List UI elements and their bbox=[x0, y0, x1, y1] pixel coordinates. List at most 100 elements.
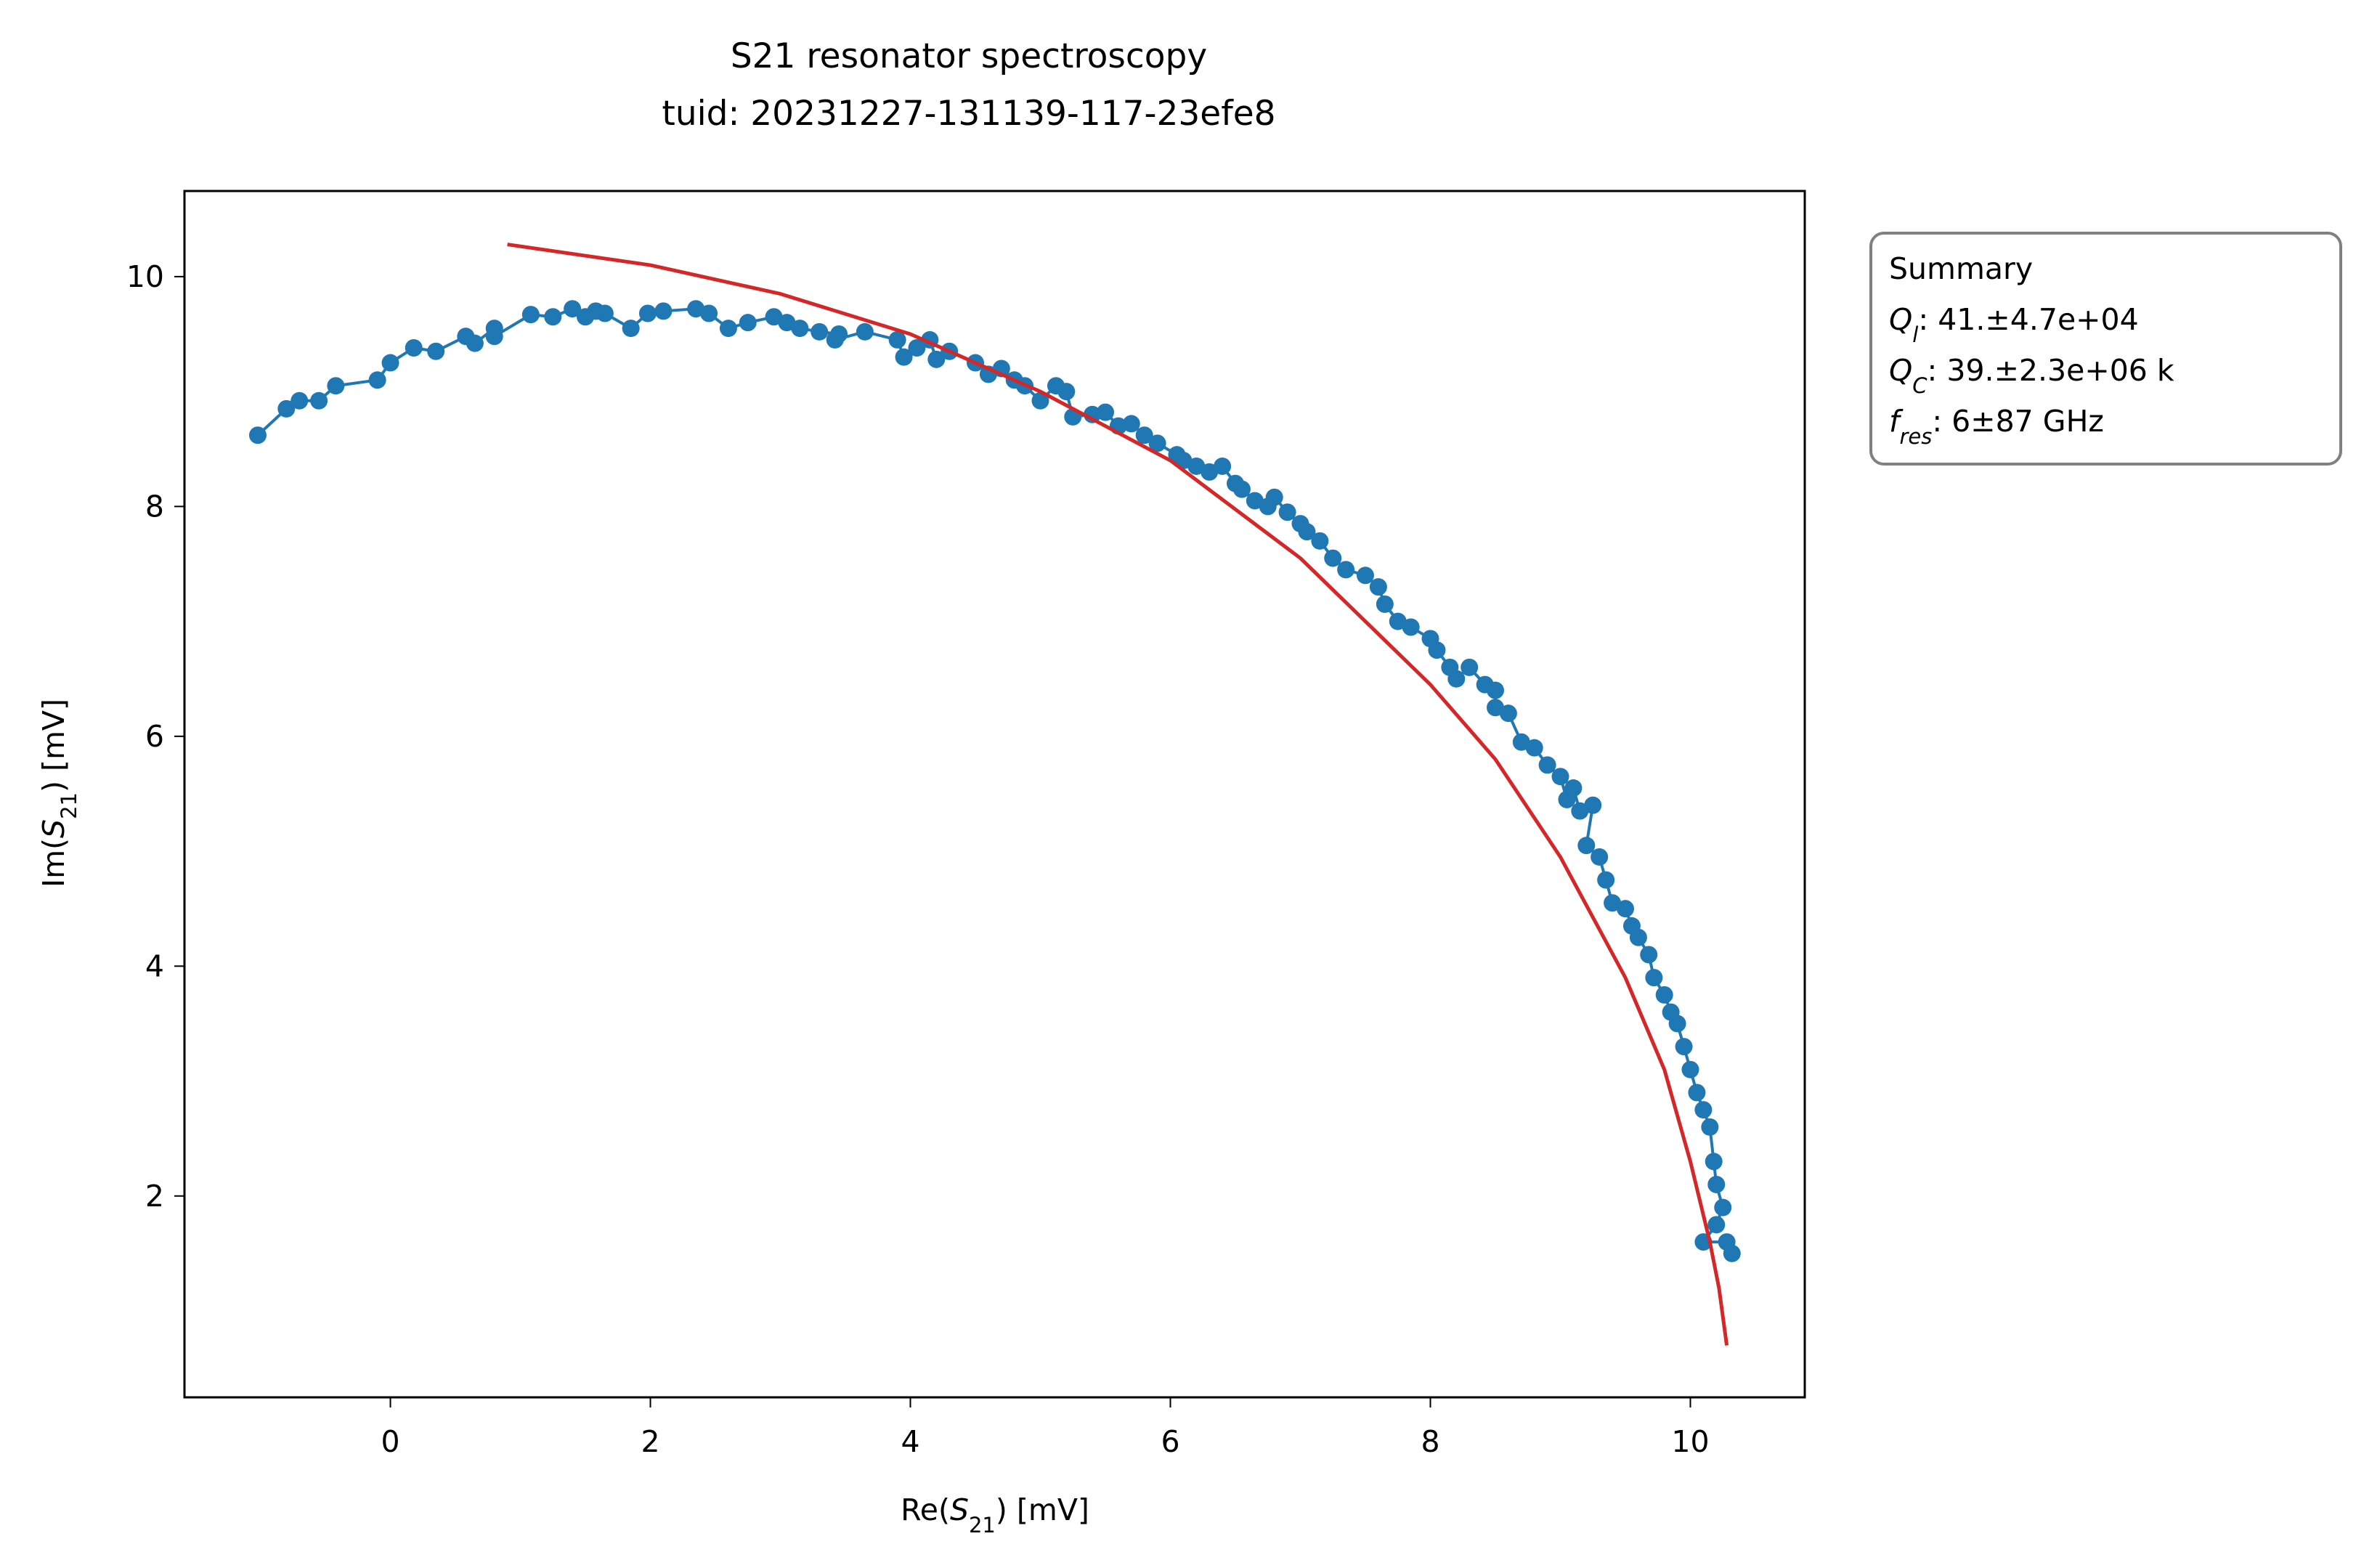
data-point bbox=[638, 304, 657, 322]
y-label-part: ) [mV] bbox=[36, 699, 71, 792]
data-point bbox=[1402, 618, 1420, 636]
data-point bbox=[1486, 699, 1504, 717]
data-point bbox=[1376, 595, 1394, 613]
data-point bbox=[1645, 969, 1663, 987]
data-point bbox=[1707, 1216, 1726, 1234]
data-point bbox=[1564, 779, 1583, 797]
data-point bbox=[1714, 1198, 1732, 1216]
data-point bbox=[1681, 1060, 1699, 1078]
x-label-part: ) [mV] bbox=[996, 1492, 1089, 1527]
data-point bbox=[908, 338, 926, 357]
data-point bbox=[1499, 704, 1517, 723]
data-point bbox=[1428, 641, 1446, 659]
data-point bbox=[622, 320, 640, 338]
summary-subscript: C bbox=[1912, 373, 1928, 398]
data-point bbox=[739, 314, 757, 332]
data-point bbox=[1278, 503, 1296, 521]
x-label-part: Re( bbox=[901, 1492, 950, 1527]
summary-symbol: Q bbox=[1889, 353, 1912, 388]
data-point bbox=[1640, 946, 1658, 964]
data-point bbox=[765, 308, 783, 326]
data-point bbox=[1057, 383, 1076, 401]
data-point bbox=[1694, 1101, 1713, 1119]
y-axis-label: Im(S21) [mV] bbox=[36, 699, 81, 887]
data-point bbox=[1246, 492, 1264, 510]
data-point bbox=[1538, 756, 1556, 774]
data-point bbox=[1707, 1175, 1726, 1193]
data-point bbox=[1591, 848, 1609, 866]
data-point bbox=[1447, 670, 1466, 688]
data-point bbox=[1148, 434, 1166, 452]
data-point bbox=[1571, 802, 1589, 820]
data-point bbox=[1369, 578, 1387, 596]
summary-text: : 41.±4.7e+04 bbox=[1918, 302, 2138, 337]
data-point bbox=[791, 320, 809, 338]
data-point bbox=[466, 334, 484, 352]
data-point bbox=[1525, 739, 1543, 757]
data-point bbox=[277, 399, 296, 418]
y-label-part: S bbox=[36, 819, 71, 838]
x-tick-label: 2 bbox=[641, 1424, 659, 1459]
x-tick-label: 10 bbox=[1671, 1424, 1709, 1459]
y-tick-label: 2 bbox=[145, 1179, 164, 1214]
summary-line: Ql: 41.±4.7e+04 bbox=[1889, 302, 2139, 347]
data-point bbox=[1584, 796, 1602, 814]
data-point bbox=[927, 350, 946, 368]
data-point bbox=[1265, 488, 1283, 506]
summary-title: Summary bbox=[1889, 251, 2033, 286]
summary-line: QC: 39.±2.3e+06 k bbox=[1889, 353, 2174, 398]
data-point bbox=[405, 338, 423, 357]
data-point bbox=[1577, 837, 1596, 855]
data-point bbox=[1616, 900, 1634, 918]
summary-symbol: Q bbox=[1889, 302, 1912, 337]
data-point bbox=[248, 426, 267, 444]
data-point bbox=[1031, 391, 1049, 410]
data-point bbox=[778, 314, 796, 332]
data-point bbox=[1668, 1015, 1686, 1033]
data-point bbox=[719, 320, 737, 338]
data-point bbox=[1551, 768, 1569, 786]
data-point bbox=[1512, 733, 1530, 751]
x-label-part: 21 bbox=[969, 1513, 996, 1537]
data-point bbox=[381, 354, 399, 372]
summary-subscript: l bbox=[1912, 322, 1918, 347]
x-axis-label: Re(S21) [mV] bbox=[901, 1492, 1089, 1537]
data-point bbox=[1135, 426, 1153, 444]
data-point bbox=[1337, 561, 1355, 579]
data-point bbox=[1723, 1244, 1741, 1262]
data-point bbox=[1675, 1038, 1693, 1056]
summary-box: Summary Ql: 41.±4.7e+04 QC: 39.±2.3e+06 k… bbox=[1869, 232, 2342, 466]
data-point bbox=[1122, 415, 1140, 433]
data-point bbox=[1629, 928, 1647, 946]
data-point bbox=[1597, 871, 1615, 889]
data-point bbox=[811, 322, 829, 341]
data-point bbox=[1389, 612, 1407, 630]
data-point bbox=[1701, 1118, 1719, 1136]
data-point bbox=[895, 348, 913, 366]
data-point bbox=[1705, 1153, 1723, 1171]
chart-title: S21 resonator spectroscopy bbox=[731, 36, 1207, 76]
summary-subscript: res bbox=[1899, 424, 1932, 449]
data-point bbox=[826, 330, 844, 349]
data-point bbox=[427, 342, 445, 360]
summary-text: : 6±87 GHz bbox=[1932, 404, 2104, 439]
y-tick-label: 4 bbox=[145, 948, 164, 983]
x-tick-label: 6 bbox=[1161, 1424, 1179, 1459]
summary-frame bbox=[1869, 232, 2342, 466]
x-tick-label: 0 bbox=[381, 1424, 399, 1459]
y-tick-label: 6 bbox=[145, 719, 164, 754]
data-point bbox=[888, 330, 906, 349]
data-point bbox=[485, 328, 503, 346]
data-point bbox=[1214, 457, 1232, 475]
data-point bbox=[1084, 405, 1102, 423]
data-point bbox=[368, 371, 386, 389]
y-tick-label: 8 bbox=[145, 489, 164, 524]
data-point bbox=[291, 391, 309, 410]
y-tick-label: 10 bbox=[126, 259, 164, 294]
data-point bbox=[1655, 986, 1673, 1004]
data-point bbox=[1604, 894, 1622, 912]
data-point bbox=[310, 391, 328, 410]
y-label-part: Im( bbox=[36, 838, 71, 887]
data-point bbox=[1298, 523, 1316, 541]
data-point bbox=[1201, 463, 1219, 481]
